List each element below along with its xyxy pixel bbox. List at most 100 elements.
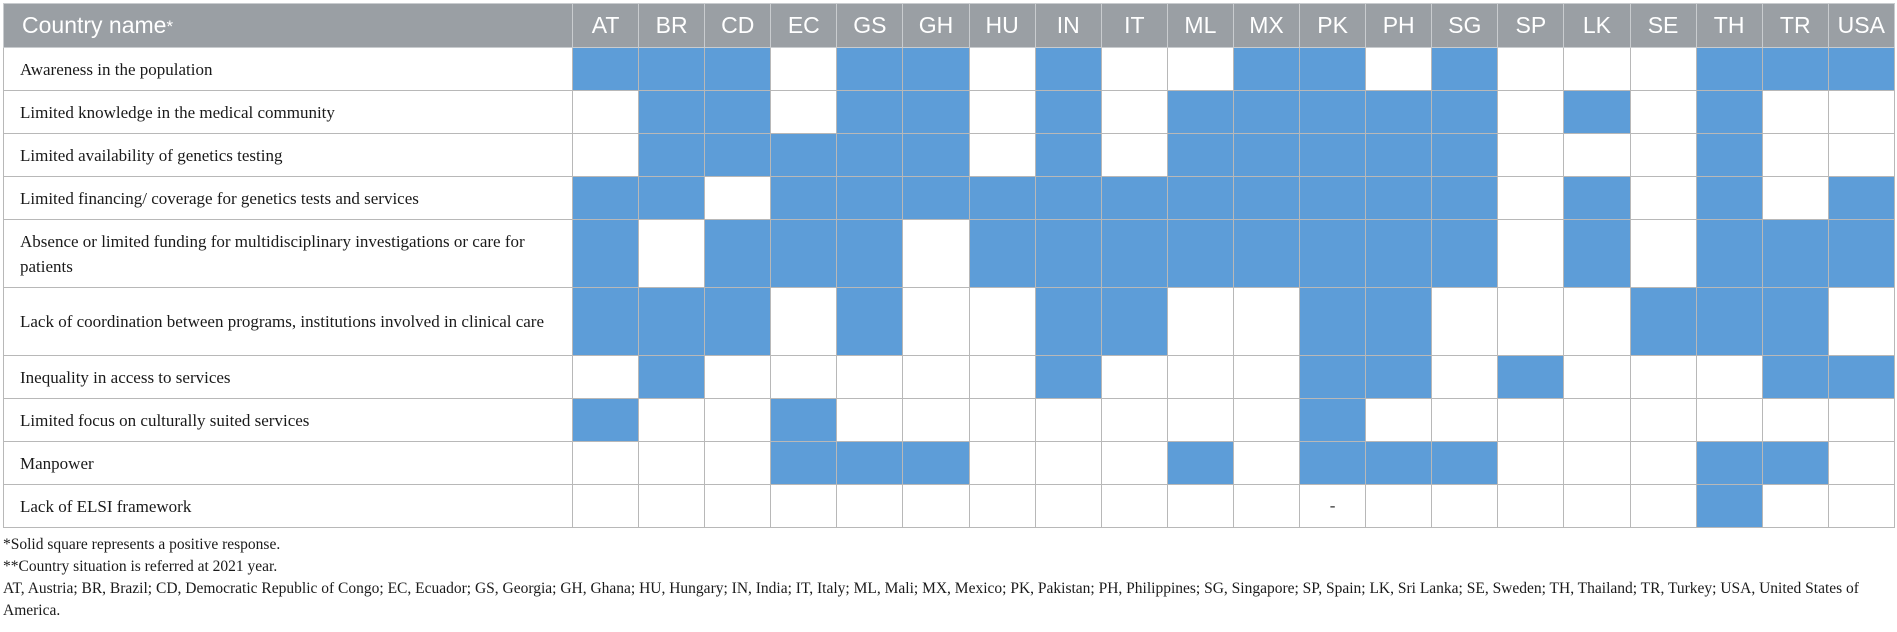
header-country-usa: USA [1827,3,1895,48]
response-cell [1431,287,1499,356]
header-country-mx: MX [1232,3,1301,48]
response-cell [1629,133,1697,177]
response-cell [1761,133,1829,177]
positive-response-cell [1034,287,1102,356]
response-cell [1563,398,1631,442]
positive-response-cell [704,90,772,134]
response-cell [1827,398,1895,442]
positive-response-cell [1695,441,1763,485]
positive-response-cell [638,355,706,399]
positive-response-cell [571,398,640,442]
barriers-table: Country name* AT BR CD EC GS GH HU IN IT ML MX PK PH… [3,3,1895,528]
positive-response-cell [902,176,970,220]
response-cell [1563,355,1631,399]
table-row: Manpower [3,441,1895,485]
response-cell [1629,441,1697,485]
response-cell [1827,484,1895,528]
response-cell [1827,287,1895,356]
positive-response-cell [836,47,904,91]
row-label: Awareness in the population [3,47,573,91]
positive-response-cell [1100,287,1168,356]
footnote-1: *Solid square represents a positive resp… [3,536,281,553]
response-cell [770,355,838,399]
positive-response-cell [836,176,904,220]
table-figure: Country name* AT BR CD EC GS GH HU IN IT ML MX PK PH… [3,3,1895,622]
table-row: Lack of ELSI framework - [3,484,1895,528]
response-cell [1365,484,1433,528]
response-cell [1232,398,1301,442]
response-cell [1100,398,1168,442]
positive-response-cell [1563,176,1631,220]
header-country-label: Country name [22,12,167,38]
response-cell [1827,90,1895,134]
header-country-at: AT [571,3,640,48]
positive-response-cell [1034,355,1102,399]
row-label: Inequality in access to services [3,355,573,399]
positive-response-cell [1034,90,1102,134]
row-label: Limited focus on culturally suited servi… [3,398,573,442]
positive-response-cell [770,133,838,177]
positive-response-cell [1827,355,1895,399]
positive-response-cell [770,176,838,220]
footnote-abbreviations: AT, Austria; BR, Brazil; CD, Democratic … [3,580,1859,619]
response-cell [571,441,640,485]
positive-response-cell [1695,287,1763,356]
header-country-in: IN [1034,3,1102,48]
table-footnotes: *Solid square represents a positive resp… [3,534,1894,622]
positive-response-cell [1232,47,1301,91]
positive-response-cell [836,287,904,356]
response-cell [1563,47,1631,91]
response-cell [968,287,1036,356]
response-cell [770,484,838,528]
positive-response-cell [1232,176,1301,220]
response-cell [1232,287,1301,356]
response-cell [836,355,904,399]
response-cell [1563,441,1631,485]
response-cell [1232,441,1301,485]
positive-response-cell [1100,176,1168,220]
table-row: Inequality in access to services [3,355,1895,399]
response-cell [638,441,706,485]
response-cell [1100,133,1168,177]
response-cell [968,133,1036,177]
positive-response-cell [1034,133,1102,177]
header-country-gs: GS [836,3,904,48]
response-cell [1497,484,1565,528]
header-country-name: Country name* [3,3,573,48]
response-cell [1761,484,1829,528]
positive-response-cell [1431,441,1499,485]
response-cell [1166,287,1234,356]
positive-response-cell [1695,219,1763,288]
response-cell [1497,219,1565,288]
response-cell [968,47,1036,91]
header-country-th: TH [1695,3,1763,48]
positive-response-cell [1232,90,1301,134]
positive-response-cell [1299,133,1367,177]
response-cell [770,47,838,91]
positive-response-cell [1563,219,1631,288]
positive-response-cell [1431,90,1499,134]
response-cell [968,441,1036,485]
response-cell [1563,484,1631,528]
response-cell [770,90,838,134]
positive-response-cell [1166,133,1234,177]
response-cell [1827,441,1895,485]
response-cell [1629,90,1697,134]
response-cell [571,484,640,528]
response-cell [638,398,706,442]
response-cell [1166,47,1234,91]
positive-response-cell [1365,176,1433,220]
positive-response-cell [1299,90,1367,134]
response-cell [902,287,970,356]
response-cell [1497,47,1565,91]
positive-response-cell [1299,441,1367,485]
table-row: Lack of coordination between programs, i… [3,287,1895,356]
positive-response-cell [1431,176,1499,220]
header-country-hu: HU [968,3,1036,48]
response-cell [704,398,772,442]
positive-response-cell [704,133,772,177]
response-cell [1100,47,1168,91]
positive-response-cell [902,90,970,134]
response-cell [571,133,640,177]
header-country-lk: LK [1563,3,1631,48]
